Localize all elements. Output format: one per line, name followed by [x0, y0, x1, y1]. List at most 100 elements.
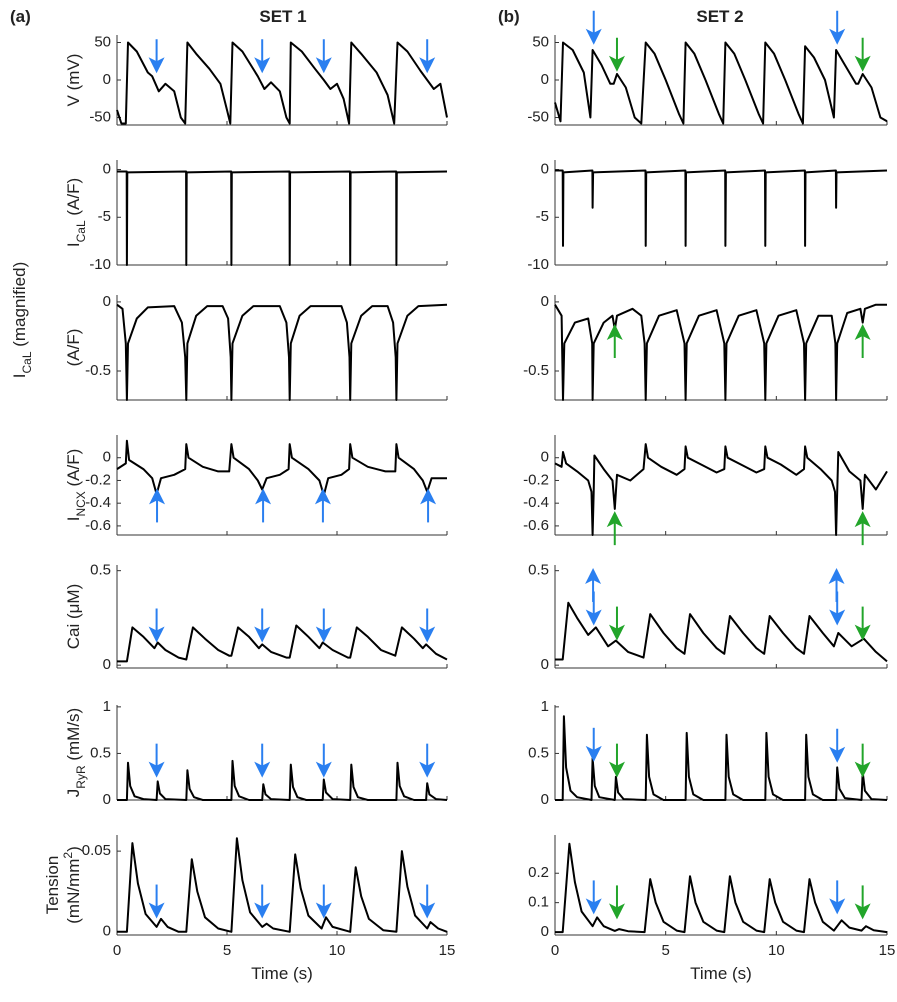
y-axis-label: Cai (μM): [64, 584, 83, 650]
arrow-head: [254, 57, 271, 74]
label-part: Tension: [43, 856, 62, 915]
label-part: (A/F): [64, 178, 83, 221]
y-tick-label: 0.5: [90, 744, 111, 761]
label-part: (mM/s): [64, 708, 83, 766]
trace: [554, 443, 888, 536]
label-part: V (mV): [64, 54, 83, 107]
arrow: [148, 743, 165, 778]
arrow-head: [315, 761, 332, 778]
arrow: [585, 727, 602, 762]
trace: [116, 439, 447, 497]
trace: [116, 303, 448, 401]
trace: [555, 601, 888, 663]
arrow-head: [315, 902, 332, 919]
arrow: [854, 324, 871, 359]
y-tick-label: -0.4: [523, 494, 549, 511]
arrow-head: [585, 898, 602, 915]
y-tick-label: -0.5: [85, 362, 111, 379]
trace: [117, 170, 448, 266]
panel: -50 0 50: [527, 10, 888, 126]
y-tick-label: -5: [536, 208, 549, 225]
arrow-head: [255, 488, 272, 505]
y-tick-label: 0: [541, 293, 549, 310]
arrow-head: [419, 761, 436, 778]
panel: 0 0.05 0 5 10 15 Time (s): [82, 835, 455, 983]
y-tick-label: 0: [103, 791, 111, 808]
arrow: [608, 743, 625, 778]
y-axis-label: ICaL (A/F): [64, 178, 88, 247]
label-part: I: [10, 374, 29, 379]
column-title: SET 2: [696, 7, 743, 26]
arrow-head: [829, 609, 846, 626]
arrow: [854, 885, 871, 920]
y-tick-label: 0: [541, 923, 549, 940]
arrow-head: [608, 624, 625, 641]
y-tick-label: -0.2: [523, 471, 549, 488]
trace: [555, 715, 888, 801]
label-part: (A/F): [64, 449, 83, 492]
label-part: I: [64, 242, 83, 247]
y-tick-label: -50: [527, 108, 549, 125]
arrow-head: [854, 511, 871, 528]
x-tick-label: 5: [661, 942, 669, 959]
arrow-head: [420, 488, 437, 505]
arrow-head: [606, 511, 623, 528]
arrow: [585, 10, 602, 45]
label-part: CaL: [20, 351, 34, 373]
arrow-head: [829, 28, 846, 45]
label-part: (magnified): [10, 262, 29, 352]
arrow-head: [254, 902, 271, 919]
panel: 00.5: [90, 562, 448, 673]
label-part: 2: [61, 852, 75, 859]
label-part: Cai (: [64, 613, 83, 649]
y-tick-label: 0: [541, 791, 549, 808]
arrow-head: [149, 488, 166, 505]
arrow-head: [148, 626, 165, 643]
y-tick-label: 0.05: [82, 842, 111, 859]
arrow-head: [828, 567, 845, 584]
x-tick-label: 5: [223, 942, 231, 959]
arrow-head: [585, 609, 602, 626]
arrow-head: [148, 761, 165, 778]
x-tick-label: 10: [329, 942, 346, 959]
y-tick-label: 0: [541, 449, 549, 466]
arrow-head: [854, 624, 871, 641]
arrow-head: [254, 626, 271, 643]
arrow: [854, 511, 871, 546]
arrow-head: [608, 55, 625, 72]
y-tick-label: 0: [541, 656, 549, 673]
arrow: [315, 39, 332, 74]
panel: -10 -5 0: [89, 160, 448, 273]
label-part: NCX: [74, 491, 88, 516]
y-tick-label: 0.5: [528, 744, 549, 761]
trace: [554, 41, 888, 125]
y-tick-label: 0: [103, 293, 111, 310]
arrow-head: [854, 324, 871, 341]
label-part: (mN/mm: [64, 859, 83, 924]
arrow: [606, 511, 623, 546]
y-axis-label: (A/F): [64, 329, 83, 367]
y-axis-label: INCX (A/F): [64, 449, 88, 522]
label-part: I: [64, 517, 83, 522]
y-axis-label: JRyR (mM/s): [64, 708, 88, 797]
arrow-head: [854, 761, 871, 778]
arrow: [585, 880, 602, 915]
y-tick-label: 50: [532, 33, 549, 50]
shared-y-label: ICaL (magnified): [10, 262, 34, 379]
y-tick-label: 0: [541, 161, 549, 178]
arrow-head: [315, 626, 332, 643]
arrow-head: [608, 903, 625, 920]
y-tick-label: -0.2: [85, 471, 111, 488]
label-part: (A/F): [64, 329, 83, 367]
arrow: [254, 39, 271, 74]
x-tick-label: 10: [768, 942, 785, 959]
panel: -0.5 0: [85, 293, 448, 401]
y-tick-label: 1: [541, 698, 549, 715]
panel: -0.6 -0.4 -0.2 0: [523, 435, 888, 602]
y-tick-label: -0.4: [85, 494, 111, 511]
arrow: [854, 606, 871, 641]
arrow: [608, 885, 625, 920]
y-tick-label: 0.1: [528, 894, 549, 911]
arrow-head: [829, 898, 846, 915]
